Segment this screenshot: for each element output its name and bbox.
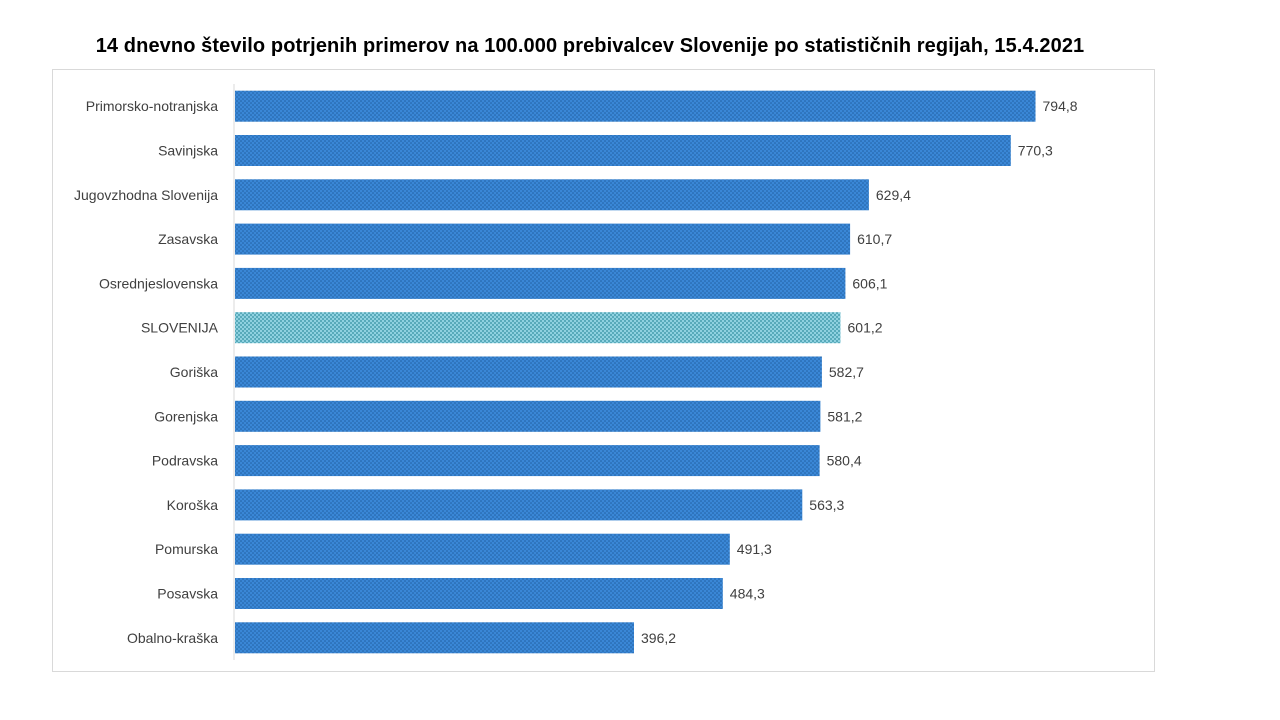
bar-group: Koroška 563,3	[167, 489, 845, 521]
category-label: Obalno-kraška	[127, 630, 218, 646]
bar-group: Posavska 484,3	[157, 578, 765, 609]
category-label: Koroška	[167, 497, 219, 513]
value-label: 491,3	[737, 541, 772, 557]
category-label: Pomurska	[155, 541, 218, 557]
bar	[235, 578, 723, 609]
bar	[235, 489, 803, 521]
bar-group: Gorenjska 581,2	[154, 400, 863, 432]
value-label: 606,1	[852, 275, 887, 291]
chart-title: 14 dnevno število potrjenih primerov na …	[95, 35, 1085, 57]
category-label: Gorenjska	[154, 408, 218, 424]
bar-group: Savinjska 770,3	[158, 135, 1053, 166]
value-label: 582,7	[829, 364, 864, 380]
bar	[235, 622, 634, 654]
bar	[235, 223, 851, 255]
bar	[235, 179, 869, 211]
bar-highlight	[235, 312, 841, 344]
value-label: 580,4	[827, 453, 862, 469]
bar	[235, 135, 1011, 166]
bar-group: Podravska 580,4	[152, 445, 862, 477]
category-label: Jugovzhodna Slovenija	[74, 187, 218, 203]
bar-group: Pomurska 491,3	[155, 533, 772, 565]
bar	[235, 267, 846, 299]
category-label: Savinjska	[158, 143, 218, 159]
bar-group: Primorsko-notranjska 794,8	[86, 90, 1078, 122]
bars-layer: Primorsko-notranjska 794,8 Savinjska 770,3 J…	[74, 90, 1078, 654]
value-label: 770,3	[1018, 143, 1053, 159]
bar	[235, 90, 1036, 122]
bar	[235, 533, 730, 565]
value-label: 563,3	[809, 497, 844, 513]
value-label: 601,2	[848, 320, 883, 336]
bar-group: Osrednjeslovenska 606,1	[99, 267, 888, 299]
value-label: 629,4	[876, 187, 911, 203]
category-label: Osrednjeslovenska	[99, 275, 218, 291]
category-label: Zasavska	[158, 231, 218, 247]
bar-group: SLOVENIJA 601,2	[141, 312, 883, 344]
bar	[235, 356, 822, 388]
category-label: SLOVENIJA	[141, 320, 219, 336]
category-label: Primorsko-notranjska	[86, 98, 218, 114]
value-label: 581,2	[827, 408, 862, 424]
category-label: Posavska	[157, 586, 218, 602]
bar-group: Zasavska 610,7	[158, 223, 892, 255]
value-label: 610,7	[857, 231, 892, 247]
category-label: Goriška	[170, 364, 218, 380]
bar-group: Goriška 582,7	[170, 356, 864, 388]
bar-group: Obalno-kraška 396,2	[127, 622, 676, 654]
value-label: 484,3	[730, 586, 765, 602]
value-label: 794,8	[1043, 98, 1078, 114]
value-label: 396,2	[641, 630, 676, 646]
category-label: Podravska	[152, 453, 218, 469]
bar-group: Jugovzhodna Slovenija 629,4	[74, 179, 911, 211]
bar	[235, 445, 820, 477]
bar	[235, 400, 821, 432]
